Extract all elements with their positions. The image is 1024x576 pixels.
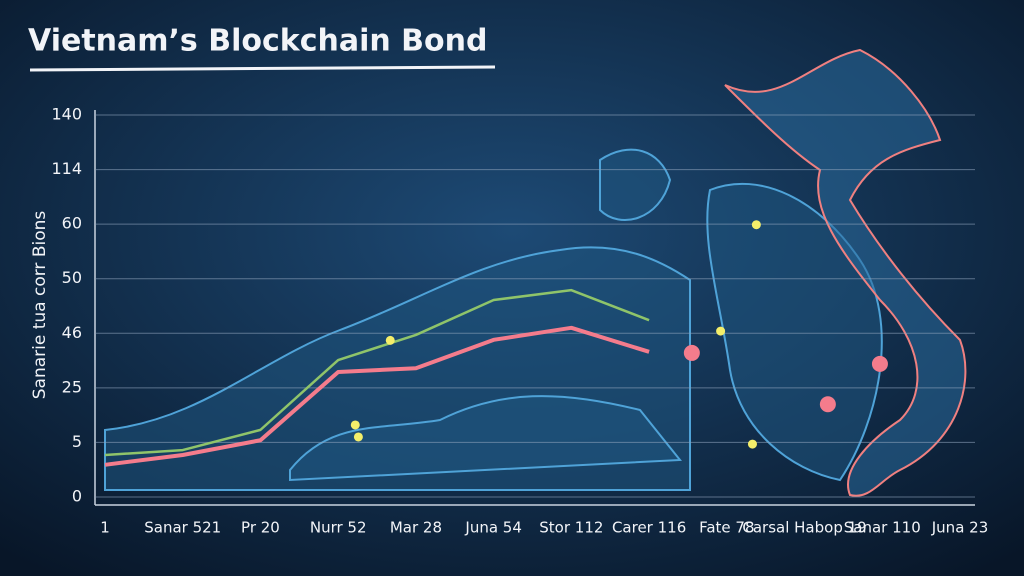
point: [350, 420, 360, 430]
x-tick-label: Nurr 52: [310, 519, 367, 537]
y-tick-label: 25: [62, 377, 82, 396]
y-tick-label: 140: [51, 105, 82, 124]
x-tick-label: Carsal Habop 19: [742, 519, 866, 537]
y-tick-label: 5: [72, 432, 82, 451]
x-tick-label: Mar 28: [390, 519, 442, 537]
y-tick-label: 50: [62, 268, 82, 287]
y-tick-label: 60: [62, 214, 82, 233]
x-tick-label: Sanar 521: [144, 519, 221, 537]
point: [385, 335, 395, 345]
point: [683, 344, 700, 361]
point: [747, 439, 757, 449]
x-tick-label: Sanar 110: [844, 519, 921, 537]
x-tick-label: Pr 20: [241, 519, 280, 537]
point: [819, 396, 836, 413]
line: [104, 325, 650, 467]
point: [716, 326, 726, 336]
y-tick-label: 114: [51, 159, 82, 178]
point: [871, 355, 888, 372]
y-tick-label: 46: [62, 323, 82, 342]
x-tick-label: Fate 78: [699, 519, 754, 537]
title-underline: [29, 65, 496, 72]
x-tick-label: 1: [100, 519, 110, 537]
chart-title: Vietnam’s Blockchain Bond: [28, 24, 488, 59]
x-tick-label: Juna 23: [931, 519, 988, 537]
y-tick-label: 0: [72, 487, 82, 506]
point: [751, 220, 761, 230]
y-axis-label: Sanarie tua corr Bions: [30, 211, 50, 400]
line: [104, 288, 650, 457]
x-tick-label: Carer 116: [612, 519, 686, 537]
point: [353, 432, 363, 442]
x-tick-label: Stor 112: [539, 519, 603, 537]
x-tick-label: Juna 54: [464, 519, 521, 537]
